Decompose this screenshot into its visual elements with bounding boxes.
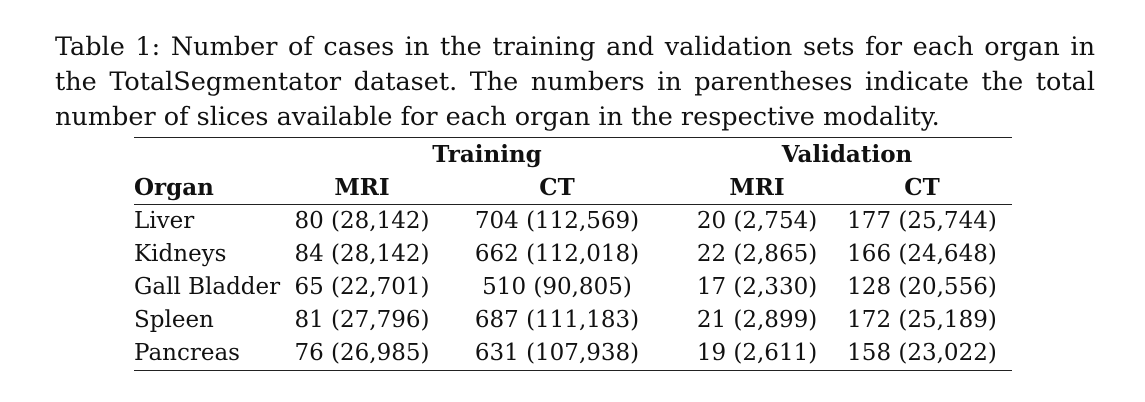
organ-cell: Kidneys: [134, 241, 227, 267]
group-header-row: Training Validation: [134, 137, 1012, 172]
table-row: Kidneys 84 (28,142) 662 (112,018) 22 (2,…: [134, 238, 1012, 271]
column-header-training-ct: CT: [539, 174, 575, 201]
table-caption: Table 1: Number of cases in the training…: [55, 30, 1095, 135]
group-header-empty: [134, 138, 292, 172]
value-cell: 662 (112,018): [474, 241, 640, 267]
value-cell: 631 (107,938): [474, 340, 640, 366]
value-cell: 172 (25,189): [847, 307, 997, 333]
value-cell: 19 (2,611): [696, 340, 818, 366]
value-cell: 81 (27,796): [294, 307, 430, 333]
value-cell: 80 (28,142): [294, 208, 430, 234]
organ-cell: Spleen: [134, 307, 214, 333]
value-cell: 20 (2,754): [696, 208, 818, 234]
value-cell: 128 (20,556): [847, 274, 997, 300]
caption-line: the TotalSegmentator dataset. The number…: [55, 67, 1095, 97]
table-row: Pancreas 76 (26,985) 631 (107,938) 19 (2…: [134, 337, 1012, 371]
value-cell: 687 (111,183): [474, 307, 640, 333]
value-cell: 510 (90,805): [482, 274, 632, 300]
column-header-organ: Organ: [134, 174, 214, 201]
group-header-training: Training: [432, 141, 542, 168]
organ-cell: Gall Bladder: [134, 274, 281, 300]
caption-line: Table 1: Number of cases in the training…: [55, 32, 1095, 62]
value-cell: 166 (24,648): [847, 241, 997, 267]
value-cell: 22 (2,865): [696, 241, 818, 267]
table-row: Spleen 81 (27,796) 687 (111,183) 21 (2,8…: [134, 304, 1012, 337]
value-cell: 21 (2,899): [696, 307, 818, 333]
value-cell: 158 (23,022): [847, 340, 997, 366]
table-row: Gall Bladder 65 (22,701) 510 (90,805) 17…: [134, 271, 1012, 304]
column-header-validation-ct: CT: [904, 174, 940, 201]
organ-cell: Liver: [134, 208, 195, 234]
column-header-training-mri: MRI: [334, 174, 390, 201]
value-cell: 76 (26,985): [294, 340, 430, 366]
table-row: Liver 80 (28,142) 704 (112,569) 20 (2,75…: [134, 205, 1012, 239]
value-cell: 84 (28,142): [294, 241, 430, 267]
value-cell: 704 (112,569): [474, 208, 640, 234]
value-cell: 177 (25,744): [847, 208, 997, 234]
column-header-row: Organ MRI CT MRI CT: [134, 171, 1012, 205]
organ-cell: Pancreas: [134, 340, 240, 366]
column-header-validation-mri: MRI: [729, 174, 785, 201]
value-cell: 65 (22,701): [294, 274, 430, 300]
value-cell: 17 (2,330): [696, 274, 818, 300]
group-header-validation: Validation: [781, 141, 913, 168]
cases-table: Training Validation Organ MRI CT MRI CT …: [134, 137, 1012, 371]
caption-line: number of slices available for each orga…: [55, 102, 940, 132]
